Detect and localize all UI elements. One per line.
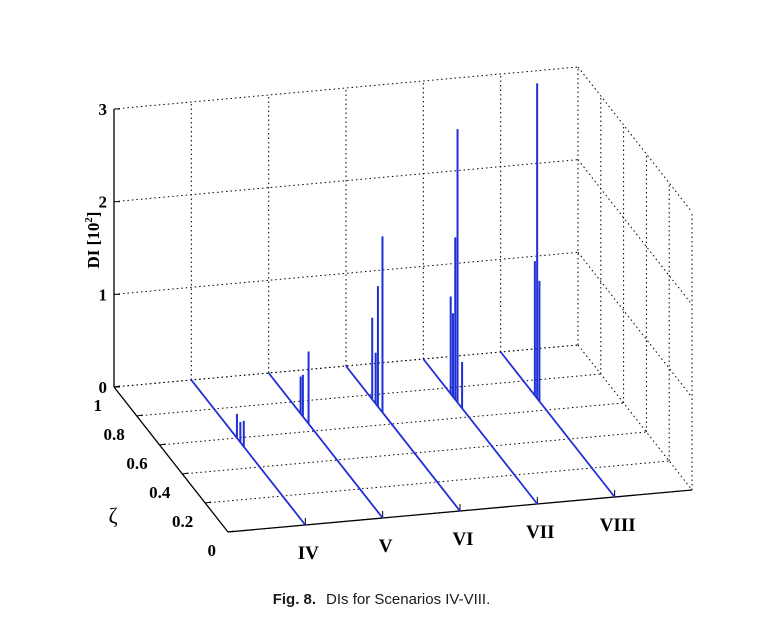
y-tick-label-3: 3 xyxy=(99,100,108,119)
zeta-axis-title: ζ xyxy=(108,503,117,528)
zeta-tick-label-5: 1 xyxy=(94,396,103,415)
zeta-tick-mark-3 xyxy=(159,443,166,446)
zeta-tick-mark-4 xyxy=(136,414,143,417)
grid-layer xyxy=(113,66,693,533)
zeta-axis-line xyxy=(113,386,229,533)
y-tick-label-2: 2 xyxy=(99,193,108,212)
caption-text: DIs for Scenarios IV-VIII. xyxy=(326,591,491,608)
zeta-tick-mark-5 xyxy=(113,385,121,388)
baseline-VII xyxy=(422,358,539,505)
zeta-tick-mark-1 xyxy=(205,501,212,504)
back-wall-horizontal-2 xyxy=(113,159,579,203)
right-wall-horizontal-1 xyxy=(577,252,693,398)
category-label-V: V xyxy=(379,536,393,557)
baseline-VI xyxy=(345,365,461,512)
right-wall-horizontal-2 xyxy=(577,159,693,305)
zeta-tick-mark-0 xyxy=(227,530,235,533)
category-label-VI: VI xyxy=(452,529,473,550)
baseline-VIII xyxy=(499,351,616,498)
svg-text:DI [102]: DI [102] xyxy=(83,212,103,269)
zeta-tick-label-0: 0 xyxy=(208,541,217,560)
back-wall-horizontal-1 xyxy=(113,251,579,295)
category-label-VIII: VIII xyxy=(600,515,636,536)
category-baselines xyxy=(190,351,616,526)
right-wall-horizontal-0 xyxy=(577,344,693,491)
y-tick-label-0: 0 xyxy=(99,378,108,397)
back-wall-horizontal-3 xyxy=(113,66,579,110)
zeta-tick-label-1: 0.2 xyxy=(172,512,193,531)
category-label-VII: VII xyxy=(526,522,555,543)
y-axis-title: DI [102] xyxy=(83,212,103,269)
y-axis-title-text: DI [10 xyxy=(84,223,103,269)
zeta-tick-mark-2 xyxy=(182,472,189,475)
y-axis-title-superscript: 2 xyxy=(83,217,95,223)
zeta-tick-label-3: 0.6 xyxy=(126,454,147,473)
y-axis-title-end: ] xyxy=(84,212,103,218)
baseline-IV xyxy=(190,379,307,526)
category-label-IV: IV xyxy=(298,543,319,564)
zeta-tick-label-4: 0.8 xyxy=(104,425,125,444)
right-wall-horizontal-3 xyxy=(577,66,693,213)
caption-figure-number: Fig. 8. xyxy=(272,591,317,608)
di-stems xyxy=(235,83,541,447)
zeta-tick-label-2: 0.4 xyxy=(149,483,171,502)
baseline-V xyxy=(267,372,384,519)
figure-caption: Fig. 8. DIs for Scenarios IV-VIII. xyxy=(0,591,763,608)
y-tick-label-1: 1 xyxy=(99,285,108,304)
